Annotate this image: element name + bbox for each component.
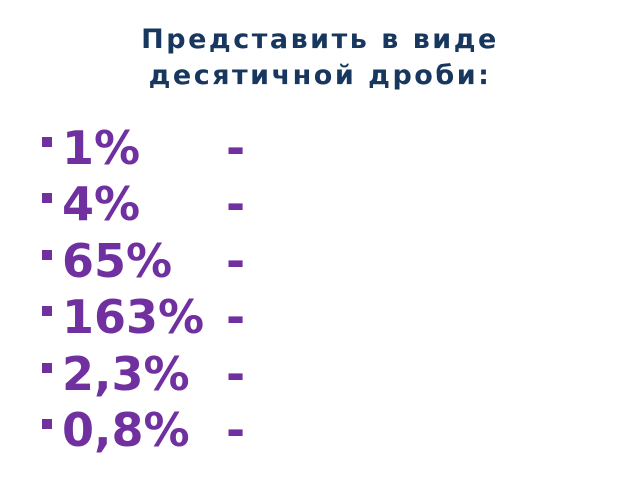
percent-value: 163% bbox=[62, 290, 205, 345]
square-bullet-icon bbox=[42, 362, 52, 373]
percent-value: 4% bbox=[62, 177, 141, 232]
dash: - bbox=[226, 121, 246, 175]
dash: - bbox=[226, 346, 246, 401]
dash: - bbox=[226, 402, 246, 457]
square-bullet-icon bbox=[42, 137, 52, 147]
percent-value: 2,3% bbox=[62, 346, 190, 401]
square-bullet-icon bbox=[42, 306, 52, 317]
percent-value: 1% bbox=[62, 121, 141, 175]
title-line-2: десятичной дроби: bbox=[148, 60, 492, 91]
dash: - bbox=[226, 233, 246, 288]
percent-value: 0,8% bbox=[62, 402, 190, 457]
percent-value: 65% bbox=[62, 233, 173, 288]
dash: - bbox=[226, 177, 246, 232]
square-bullet-icon bbox=[42, 193, 52, 204]
title-line-1: Представить в виде bbox=[141, 24, 499, 55]
square-bullet-icon bbox=[42, 249, 52, 260]
square-bullet-icon bbox=[42, 418, 52, 429]
dash: - bbox=[226, 290, 246, 345]
slide-title: Представить в виде десятичной дроби: bbox=[0, 22, 640, 94]
